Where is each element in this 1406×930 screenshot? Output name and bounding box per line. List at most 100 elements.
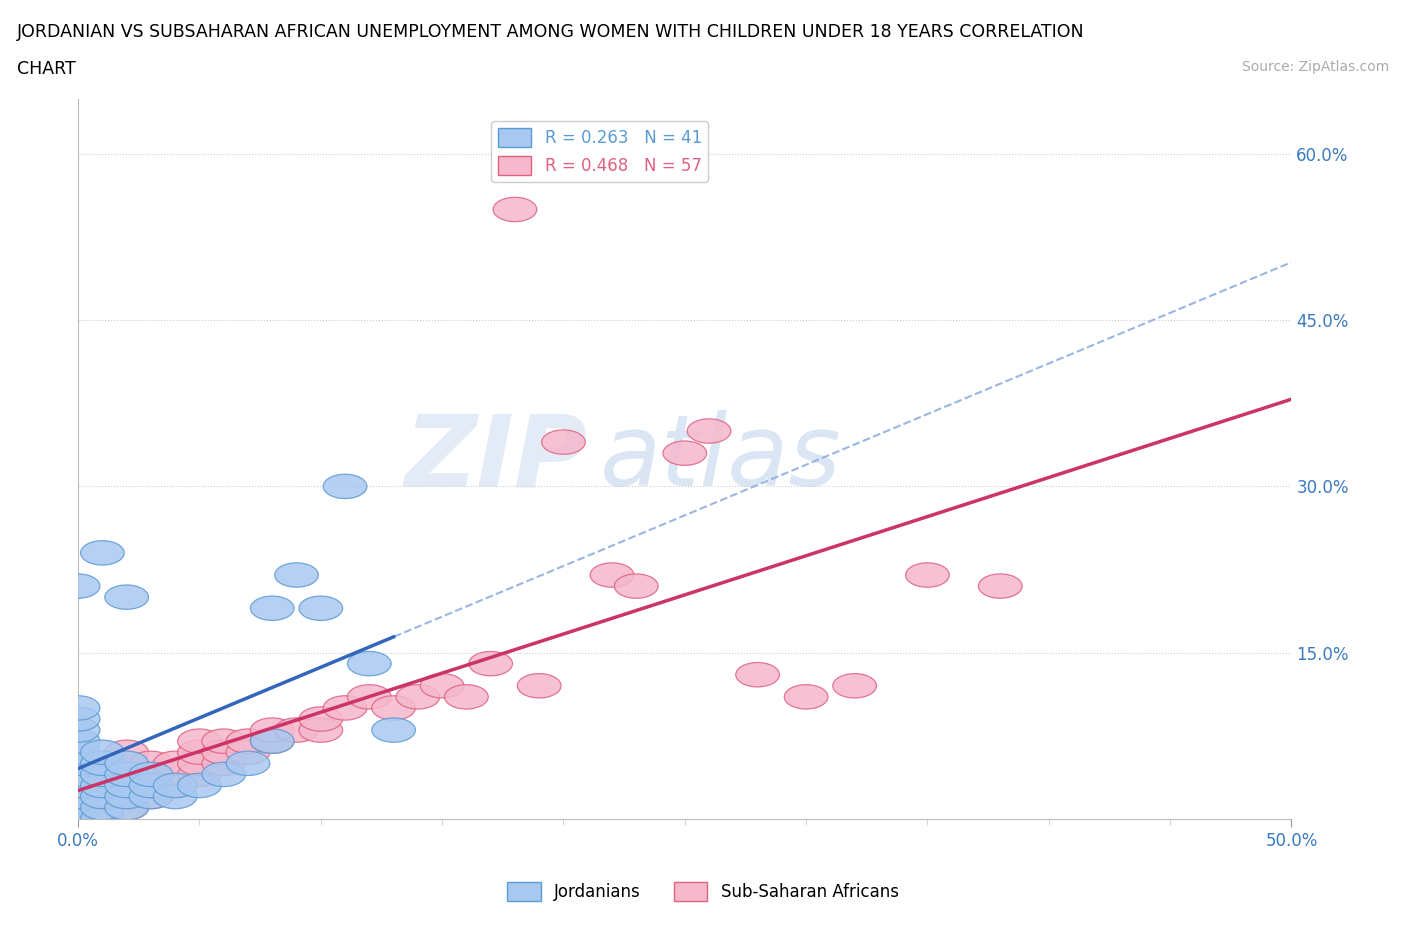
Ellipse shape [614, 574, 658, 598]
Ellipse shape [347, 651, 391, 676]
Ellipse shape [56, 784, 100, 809]
Ellipse shape [56, 806, 100, 830]
Ellipse shape [153, 784, 197, 809]
Ellipse shape [664, 441, 707, 465]
Text: CHART: CHART [17, 60, 76, 78]
Ellipse shape [56, 773, 100, 798]
Ellipse shape [105, 763, 149, 787]
Ellipse shape [56, 718, 100, 742]
Ellipse shape [129, 784, 173, 809]
Ellipse shape [517, 673, 561, 698]
Ellipse shape [105, 763, 149, 787]
Ellipse shape [105, 751, 149, 776]
Ellipse shape [80, 740, 124, 764]
Ellipse shape [323, 474, 367, 498]
Ellipse shape [80, 795, 124, 820]
Ellipse shape [80, 751, 124, 776]
Ellipse shape [80, 806, 124, 830]
Ellipse shape [56, 751, 100, 776]
Ellipse shape [56, 729, 100, 753]
Ellipse shape [420, 673, 464, 698]
Ellipse shape [177, 729, 221, 753]
Ellipse shape [735, 662, 779, 687]
Ellipse shape [80, 763, 124, 787]
Ellipse shape [494, 197, 537, 221]
Ellipse shape [80, 773, 124, 798]
Ellipse shape [80, 773, 124, 798]
Ellipse shape [347, 684, 391, 709]
Ellipse shape [105, 784, 149, 809]
Ellipse shape [226, 729, 270, 753]
Ellipse shape [56, 806, 100, 830]
Ellipse shape [202, 751, 246, 776]
Ellipse shape [56, 707, 100, 731]
Ellipse shape [274, 718, 318, 742]
Ellipse shape [177, 751, 221, 776]
Ellipse shape [177, 740, 221, 764]
Ellipse shape [250, 718, 294, 742]
Ellipse shape [153, 751, 197, 776]
Ellipse shape [129, 763, 173, 787]
Ellipse shape [688, 418, 731, 444]
Ellipse shape [299, 718, 343, 742]
Ellipse shape [80, 763, 124, 787]
Ellipse shape [105, 773, 149, 798]
Ellipse shape [105, 784, 149, 809]
Ellipse shape [80, 806, 124, 830]
Ellipse shape [129, 773, 173, 798]
Ellipse shape [979, 574, 1022, 598]
Ellipse shape [274, 563, 318, 587]
Ellipse shape [153, 763, 197, 787]
Ellipse shape [105, 585, 149, 609]
Ellipse shape [299, 596, 343, 620]
Ellipse shape [56, 795, 100, 820]
Ellipse shape [468, 651, 513, 676]
Ellipse shape [177, 763, 221, 787]
Ellipse shape [323, 696, 367, 720]
Legend: R = 0.263   N = 41, R = 0.468   N = 57: R = 0.263 N = 41, R = 0.468 N = 57 [491, 122, 709, 181]
Ellipse shape [226, 740, 270, 764]
Ellipse shape [56, 784, 100, 809]
Ellipse shape [202, 740, 246, 764]
Ellipse shape [832, 673, 876, 698]
Ellipse shape [226, 751, 270, 776]
Ellipse shape [56, 751, 100, 776]
Ellipse shape [177, 773, 221, 798]
Text: atlas: atlas [600, 410, 841, 507]
Ellipse shape [105, 740, 149, 764]
Ellipse shape [591, 563, 634, 587]
Ellipse shape [129, 784, 173, 809]
Ellipse shape [80, 540, 124, 565]
Ellipse shape [80, 795, 124, 820]
Ellipse shape [129, 763, 173, 787]
Ellipse shape [105, 795, 149, 820]
Ellipse shape [785, 684, 828, 709]
Ellipse shape [56, 795, 100, 820]
Ellipse shape [105, 795, 149, 820]
Ellipse shape [202, 729, 246, 753]
Ellipse shape [80, 784, 124, 809]
Ellipse shape [396, 684, 440, 709]
Ellipse shape [56, 740, 100, 764]
Ellipse shape [56, 763, 100, 787]
Ellipse shape [153, 773, 197, 798]
Ellipse shape [371, 718, 415, 742]
Ellipse shape [129, 773, 173, 798]
Ellipse shape [56, 574, 100, 598]
Ellipse shape [541, 430, 585, 454]
Ellipse shape [202, 763, 246, 787]
Ellipse shape [444, 684, 488, 709]
Ellipse shape [56, 763, 100, 787]
Ellipse shape [129, 751, 173, 776]
Ellipse shape [905, 563, 949, 587]
Ellipse shape [56, 696, 100, 720]
Text: JORDANIAN VS SUBSAHARAN AFRICAN UNEMPLOYMENT AMONG WOMEN WITH CHILDREN UNDER 18 : JORDANIAN VS SUBSAHARAN AFRICAN UNEMPLOY… [17, 23, 1084, 41]
Legend: Jordanians, Sub-Saharan Africans: Jordanians, Sub-Saharan Africans [501, 875, 905, 908]
Text: Source: ZipAtlas.com: Source: ZipAtlas.com [1241, 60, 1389, 74]
Text: ZIP: ZIP [405, 410, 588, 507]
Ellipse shape [80, 784, 124, 809]
Ellipse shape [56, 773, 100, 798]
Ellipse shape [371, 696, 415, 720]
Ellipse shape [250, 729, 294, 753]
Ellipse shape [153, 773, 197, 798]
